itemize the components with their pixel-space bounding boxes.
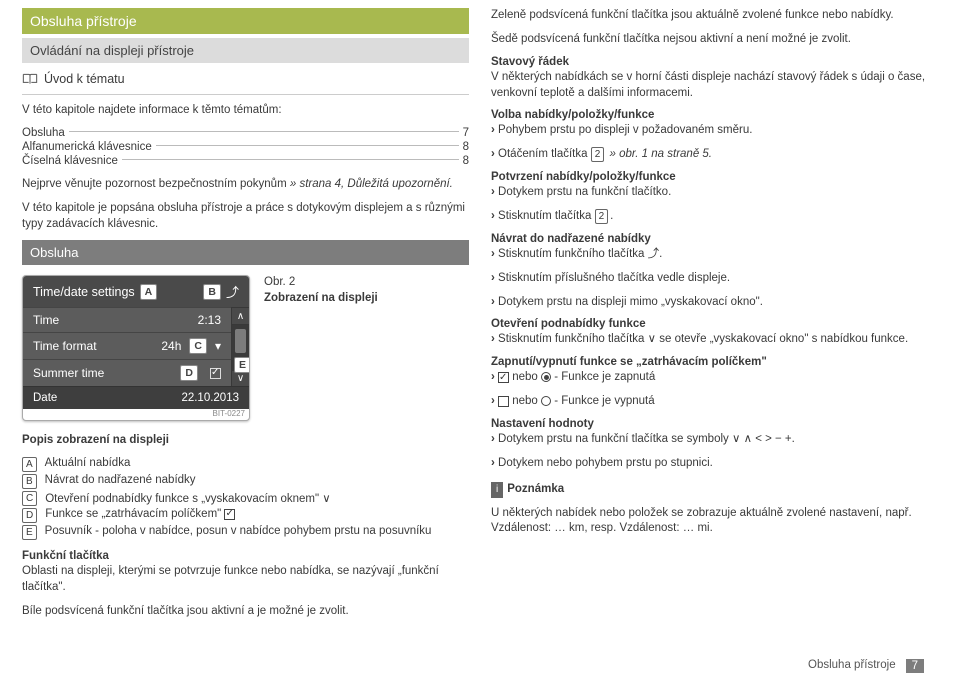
display-scrollbar[interactable]: ∧ E ∨ xyxy=(231,307,249,386)
toc-row: Číselná klávesnice8 xyxy=(22,155,469,167)
h7: Nastavení hodnoty xyxy=(491,418,938,430)
page-footer: Obsluha přístroje 7 xyxy=(808,659,924,673)
legend-item: COtevření podnabídky funkce s „vyskakova… xyxy=(22,491,469,506)
scroll-thumb[interactable] xyxy=(235,329,246,353)
h3b1: › Dotykem prstu na funkční tlačítko. xyxy=(491,185,938,201)
display-row[interactable]: Time format24hC▾ xyxy=(23,332,231,359)
h4: Návrat do nadřazené nabídky xyxy=(491,233,938,245)
radio-on-icon xyxy=(541,372,551,382)
h2b1: › Pohybem prstu po displeji v požadované… xyxy=(491,123,938,139)
figure-caption: Obr. 2 Zobrazení na displeji xyxy=(264,275,378,306)
intro-para: V této kapitole najdete informace k těmt… xyxy=(22,103,469,119)
checkbox-icon xyxy=(224,509,235,520)
display-header: Time/date settings A B ⤴ xyxy=(23,276,249,307)
func-head: Funkční tlačítka xyxy=(22,550,469,562)
h6b2: › nebo - Funkce je vypnutá xyxy=(491,394,938,410)
display-row[interactable]: Time2:13 xyxy=(23,307,231,332)
display-footer: Date22.10.2013 xyxy=(23,386,249,409)
radio-off-icon xyxy=(541,396,551,406)
obsluha-header: Obsluha xyxy=(22,240,469,265)
back-icon[interactable]: ⤴ xyxy=(226,282,239,301)
func-p1: Oblasti na displeji, kterými se potvrzuj… xyxy=(22,564,469,596)
scroll-up-icon[interactable]: ∧ xyxy=(232,307,249,323)
h6b1: › nebo - Funkce je zapnutá xyxy=(491,370,938,386)
display-row[interactable]: Summer timeD xyxy=(23,359,231,386)
right-p1: Zeleně podsvícená funkční tlačítka jsou … xyxy=(491,8,938,24)
badge-e: E xyxy=(234,357,250,373)
right-p2: Šedě podsvícená funkční tlačítka nejsou … xyxy=(491,32,938,48)
h1: Stavový řádek xyxy=(491,56,938,68)
section-title-gray: Ovládání na displeji přístroje xyxy=(22,38,469,63)
legend-item: DFunkce se „zatrhávacím políčkem" xyxy=(22,508,469,523)
back-icon: ⤴ xyxy=(648,248,660,260)
chevron-down-icon: ▾ xyxy=(215,339,221,353)
badge-a: A xyxy=(140,284,158,300)
h2b2: › Otáčením tlačítka 2 » obr. 1 na straně… xyxy=(491,147,938,163)
intro-title: Úvod k tématu xyxy=(22,67,469,95)
chapter-desc: V této kapitole je popsána obsluha příst… xyxy=(22,201,469,233)
intro-title-text: Úvod k tématu xyxy=(44,72,125,86)
legend-item: EPosuvník - poloha v nabídce, posun v na… xyxy=(22,525,469,540)
book-icon xyxy=(22,73,38,85)
legend-title: Popis zobrazení na displeji xyxy=(22,433,469,449)
h3: Potvrzení nabídky/položky/funkce xyxy=(491,171,938,183)
page-number: 7 xyxy=(906,659,924,673)
legend-item: AAktuální nabídka xyxy=(22,457,469,472)
section-title-green: Obsluha přístroje xyxy=(22,8,469,34)
h6: Zapnutí/vypnutí funkce se „zatrhávacím p… xyxy=(491,356,938,368)
badge-c: C xyxy=(189,338,207,354)
h5p: › Stisknutím funkčního tlačítka ∨ se ote… xyxy=(491,332,938,348)
h4b1: › Stisknutím funkčního tlačítka ⤴. xyxy=(491,247,938,263)
scroll-down-icon[interactable]: ∨ xyxy=(232,370,249,386)
display-panel: Time/date settings A B ⤴ Time2:13 Time f… xyxy=(22,275,250,421)
h4b2: › Stisknutím příslušného tlačítka vedle … xyxy=(491,271,938,287)
toc: Obsluha7 Alfanumerická klávesnice8 Čísel… xyxy=(22,127,469,167)
safety-note: Nejprve věnujte pozornost bezpečnostním … xyxy=(22,177,469,193)
image-code: BIT-0227 xyxy=(23,409,249,420)
checkbox-icon xyxy=(210,368,221,379)
checkbox-checked-icon xyxy=(498,372,509,383)
h7b2: › Dotykem nebo pohybem prstu po stupnici… xyxy=(491,456,938,472)
h7b1: › Dotykem prstu na funkční tlačítka se s… xyxy=(491,432,938,448)
badge-b: B xyxy=(203,284,221,300)
func-p2: Bíle podsvícená funkční tlačítka jsou ak… xyxy=(22,604,469,620)
legend-item: BNávrat do nadřazené nabídky xyxy=(22,474,469,489)
toc-row: Alfanumerická klávesnice8 xyxy=(22,141,469,153)
h3b2: › Stisknutím tlačítka 2. xyxy=(491,209,938,225)
note: iPoznámka xyxy=(491,482,938,498)
info-icon: i xyxy=(491,482,503,498)
h1p: V některých nabídkách se v horní části d… xyxy=(491,70,938,102)
checkbox-empty-icon xyxy=(498,396,509,407)
badge-d: D xyxy=(180,365,198,381)
h4b3: › Dotykem prstu na displeji mimo „vyskak… xyxy=(491,295,938,311)
toc-row: Obsluha7 xyxy=(22,127,469,139)
h2: Volba nabídky/položky/funkce xyxy=(491,109,938,121)
h5: Otevření podnabídky funkce xyxy=(491,318,938,330)
note-text: U některých nabídek nebo položek se zobr… xyxy=(491,506,938,538)
